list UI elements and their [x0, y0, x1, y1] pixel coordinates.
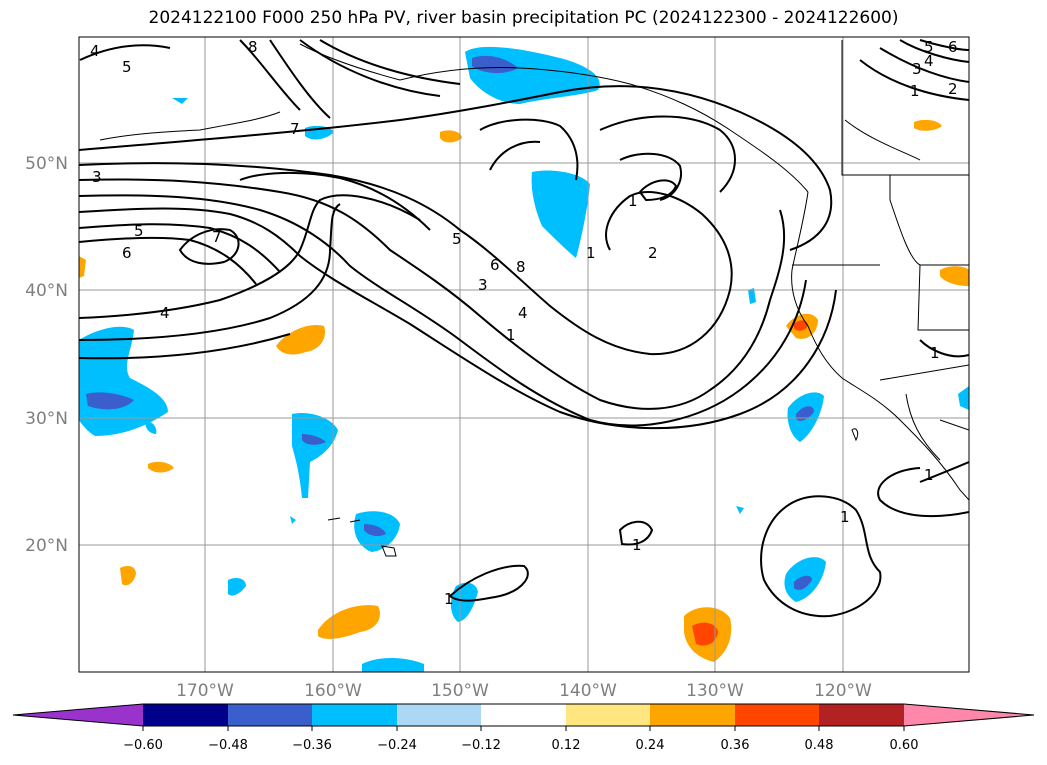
colorbar-tick-label: 0.12	[552, 738, 581, 753]
positive-anomaly	[692, 622, 718, 646]
contour-label: 5	[134, 222, 144, 240]
negative-anomaly	[86, 392, 134, 410]
contour-label: 4	[518, 304, 528, 322]
colorbar-tick-label: 0.48	[805, 738, 834, 753]
contour-label: 7	[212, 228, 222, 246]
positive-anomaly	[940, 266, 969, 286]
contour-label: 2	[648, 244, 658, 262]
positive-anomaly	[276, 324, 326, 355]
contour-label: 4	[160, 304, 170, 322]
precip-shading	[79, 46, 969, 672]
contour-label: 1	[840, 508, 850, 526]
contour-label: 6	[948, 38, 958, 56]
contour-label: 3	[478, 276, 488, 294]
colorbar-tick-label: 0.36	[721, 738, 750, 753]
contour-label: 1	[910, 82, 920, 100]
contour-label: 2	[948, 80, 958, 98]
negative-anomaly	[302, 434, 326, 445]
lon-label: 160°W	[304, 681, 362, 701]
pv-contours	[79, 39, 969, 618]
lat-label: 20°N	[25, 536, 68, 556]
lon-label: 120°W	[814, 681, 872, 701]
lon-label: 140°W	[559, 681, 617, 701]
map-plot-area: 4 5 8 7 3 5 6 7 4 5 6 8 3 4 1 1 2 1 3 4 …	[79, 37, 969, 672]
negative-anomaly	[796, 406, 814, 421]
positive-anomaly	[794, 320, 808, 331]
contour-label: 3	[92, 168, 102, 186]
lat-label: 30°N	[25, 409, 68, 429]
negative-anomaly	[531, 170, 590, 258]
colorbar-segment	[481, 704, 566, 726]
colorbar-tick-label: 0.24	[636, 738, 665, 753]
positive-anomaly	[148, 461, 174, 473]
colorbar-tick-label: −0.60	[123, 738, 163, 753]
colorbar-tick-label: 0.60	[890, 738, 919, 753]
map-title: 2024122100 F000 250 hPa PV, river basin …	[148, 8, 899, 28]
lat-label: 50°N	[25, 154, 68, 174]
contour-label: 8	[516, 258, 526, 276]
negative-anomaly	[472, 55, 518, 74]
negative-anomaly	[145, 421, 157, 434]
colorbar-tick-label: −0.36	[292, 738, 332, 753]
contour-label: 1	[632, 536, 642, 554]
colorbar-tick-label: −0.48	[208, 738, 248, 753]
contour-label: 1	[444, 590, 454, 608]
negative-anomaly	[736, 506, 744, 514]
negative-anomaly	[228, 578, 246, 596]
contour-label: 3	[912, 60, 922, 78]
lon-label: 150°W	[431, 681, 489, 701]
lat-axis: 50°N 40°N 30°N 20°N	[25, 154, 68, 556]
negative-anomaly	[364, 524, 386, 537]
contour-label: 1	[628, 192, 638, 210]
lat-label: 40°N	[25, 281, 68, 301]
colorbar: −0.60 −0.48 −0.36 −0.24 −0.12 0.12 0.24 …	[12, 703, 1035, 753]
colorbar-segment	[566, 704, 650, 726]
contour-label: 4	[90, 42, 100, 60]
negative-anomaly	[362, 658, 424, 672]
contour-label: 1	[930, 344, 940, 362]
contour-label: 6	[490, 256, 500, 274]
contour-label: 5	[452, 230, 462, 248]
negative-anomaly	[794, 575, 812, 590]
map-frame	[78, 36, 970, 673]
negative-anomaly	[172, 98, 188, 104]
positive-anomaly	[440, 130, 462, 143]
colorbar-segment	[397, 704, 481, 726]
contour-label: 4	[924, 52, 934, 70]
lon-axis: 170°W 160°W 150°W 140°W 130°W 120°W	[176, 681, 872, 701]
negative-anomaly	[450, 582, 478, 622]
colorbar-segment	[819, 704, 904, 726]
contour-label: 1	[586, 244, 596, 262]
colorbar-segment	[143, 704, 228, 726]
colorbar-segment	[13, 704, 143, 726]
colorbar-segment	[312, 704, 397, 726]
contour-label: 1	[924, 466, 934, 484]
lon-label: 130°W	[686, 681, 744, 701]
colorbar-segment	[735, 704, 819, 726]
negative-anomaly	[958, 386, 969, 410]
negative-anomaly	[290, 516, 296, 524]
coastlines	[99, 40, 969, 557]
contour-label: 8	[248, 38, 258, 56]
contour-label: 5	[924, 38, 934, 56]
colorbar-segment	[650, 704, 735, 726]
contour-labels: 4 5 8 7 3 5 6 7 4 5 6 8 3 4 1 1 2 1 3 4 …	[90, 38, 958, 608]
contour-label: 6	[122, 244, 132, 262]
graticule	[79, 37, 969, 672]
positive-anomaly	[79, 256, 86, 278]
lon-label: 170°W	[176, 681, 234, 701]
positive-anomaly	[914, 119, 942, 131]
contour-label: 5	[122, 58, 132, 76]
colorbar-tick-label: −0.24	[377, 738, 417, 753]
colorbar-segment	[228, 704, 312, 726]
positive-anomaly	[120, 566, 136, 586]
negative-anomaly	[748, 288, 756, 304]
colorbar-tick-label: −0.12	[461, 738, 501, 753]
colorbar-segment	[904, 704, 1034, 726]
contour-label: 1	[506, 326, 516, 344]
contour-label: 7	[290, 120, 300, 138]
